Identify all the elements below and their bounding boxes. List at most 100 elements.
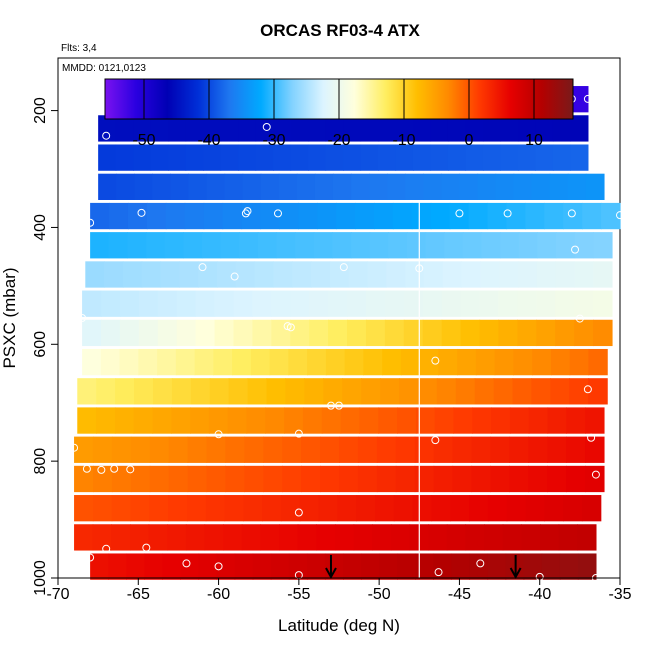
heatmap-cell — [180, 553, 200, 580]
heatmap-cell — [360, 144, 379, 171]
heatmap-cell — [74, 465, 94, 493]
heatmap-cell — [513, 173, 533, 200]
heatmap-cell — [377, 144, 397, 171]
heatmap-cell — [96, 378, 116, 405]
heatmap-cell — [90, 232, 110, 259]
data-point — [70, 550, 79, 559]
heatmap-cell — [186, 495, 207, 522]
heatmap-cell — [234, 553, 254, 580]
heatmap-cell — [423, 261, 444, 288]
heatmap-cell — [198, 553, 218, 580]
heatmap-cell — [271, 290, 291, 317]
heatmap-cell — [260, 202, 280, 230]
heatmap-cell — [343, 553, 362, 580]
heatmap-cell — [162, 553, 182, 580]
heatmap-cell — [351, 232, 371, 259]
heatmap-cell — [288, 553, 308, 580]
heatmap-cell — [585, 465, 605, 493]
heatmap-cell — [376, 436, 397, 463]
data-point — [583, 94, 592, 103]
heatmap-cell — [225, 465, 245, 493]
heatmap-cell — [149, 436, 170, 463]
heatmap-cell — [532, 348, 552, 376]
heatmap-rows — [74, 86, 621, 580]
data-point — [86, 218, 95, 227]
y-axis: 200 400 600 800 1000 — [32, 58, 59, 596]
heatmap-cell — [265, 407, 285, 434]
colorbar-tick-label: -50 — [132, 132, 155, 149]
heatmap-cell — [339, 465, 359, 493]
data-point — [243, 207, 252, 216]
data-point — [262, 122, 271, 131]
x-tick-label: -70 — [46, 586, 69, 603]
heatmap-cell — [369, 232, 389, 259]
heatmap-cell — [295, 232, 315, 259]
heatmap-cell — [328, 319, 348, 347]
arrow-head — [325, 567, 337, 580]
heatmap-cell — [209, 378, 230, 405]
heatmap-cell — [574, 290, 594, 317]
heatmap-cell — [547, 465, 567, 493]
heatmap-cell — [588, 348, 608, 376]
heatmap-cell — [255, 115, 274, 142]
heatmap-cell — [574, 232, 594, 259]
data-point — [110, 464, 119, 473]
data-point — [415, 264, 424, 273]
heatmap-cell — [517, 261, 538, 288]
heatmap-cell — [290, 144, 309, 171]
data-point — [587, 433, 596, 442]
heatmap-cell — [392, 202, 413, 230]
data-point — [431, 356, 440, 365]
heatmap-cell — [422, 290, 443, 317]
heatmap-cell — [90, 202, 110, 230]
heatmap-cell — [185, 115, 204, 142]
heatmap-cell — [567, 173, 587, 200]
heatmap-cell — [149, 495, 169, 522]
heatmap-cell — [361, 553, 380, 580]
heatmap-cell — [133, 144, 152, 171]
heatmap-cell — [205, 495, 226, 522]
heatmap-cell — [203, 115, 222, 142]
heatmap-cell — [321, 407, 342, 434]
heatmap-cell — [284, 407, 304, 434]
heatmap-cell — [570, 144, 589, 171]
heatmap-cell — [406, 232, 427, 259]
heatmap-cell — [273, 115, 292, 142]
heatmap-cell — [500, 115, 519, 142]
heatmap-cell — [126, 553, 145, 580]
heatmap-cell — [98, 144, 117, 171]
heatmap-cell — [190, 407, 210, 434]
heatmap-cell — [228, 378, 249, 405]
heatmap-cell — [187, 465, 208, 493]
heatmap-cell — [395, 115, 414, 142]
heatmap-cell — [367, 261, 387, 288]
heatmap-cell — [397, 407, 417, 434]
heatmap-cell — [298, 202, 318, 230]
heatmap-cell — [152, 378, 173, 405]
heatmap-cell — [185, 144, 204, 171]
heatmap-cell — [457, 348, 477, 376]
heatmap-cell — [436, 378, 457, 405]
data-point — [286, 323, 295, 332]
heatmap-cell — [452, 465, 473, 493]
heatmap-cell — [430, 202, 451, 230]
heatmap-cell — [316, 524, 336, 551]
data-point — [294, 429, 303, 438]
data-point — [455, 209, 464, 218]
heatmap-cell — [438, 348, 458, 376]
heatmap-cell — [461, 261, 481, 288]
heatmap-cell — [101, 290, 121, 317]
heatmap-cell — [129, 524, 150, 551]
heatmap-cell — [502, 524, 522, 551]
y-tick-label: 800 — [32, 448, 49, 475]
heatmap-cell — [257, 232, 278, 259]
heatmap-cell — [195, 290, 216, 317]
heatmap-cell — [462, 232, 483, 259]
heatmap-cell — [536, 290, 556, 317]
heatmap-cell — [414, 465, 435, 493]
heatmap-cell — [479, 319, 500, 347]
x-tick-label: -65 — [127, 586, 150, 603]
heatmap-cell — [430, 144, 449, 171]
heatmap-cell — [168, 115, 187, 142]
heatmap-cell — [376, 465, 397, 493]
